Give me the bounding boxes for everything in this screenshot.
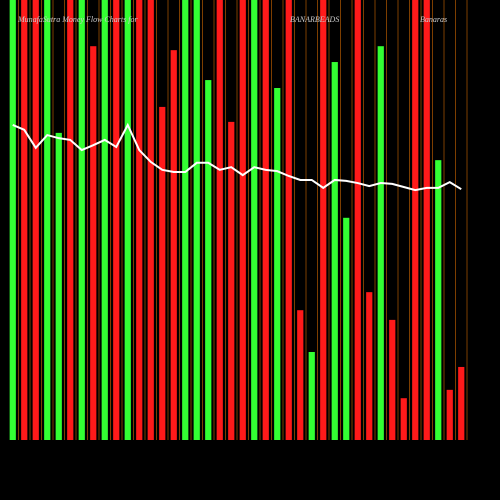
bar — [389, 319, 396, 440]
bar — [21, 0, 28, 440]
bar — [366, 292, 373, 440]
bar — [55, 132, 62, 440]
bars — [9, 0, 468, 441]
bar — [90, 46, 97, 440]
bar — [228, 121, 235, 440]
bar — [354, 0, 361, 440]
bar — [297, 310, 304, 440]
bar — [205, 80, 212, 440]
bar — [136, 0, 143, 440]
bar — [331, 62, 338, 440]
bar — [216, 0, 223, 440]
bar — [32, 0, 39, 440]
bar — [343, 217, 350, 440]
bar — [124, 0, 131, 440]
bar — [78, 0, 85, 440]
bar — [285, 0, 292, 440]
bar — [193, 0, 200, 440]
company: Banaras — [420, 15, 447, 24]
bar — [423, 0, 430, 440]
bar — [251, 0, 258, 440]
bar — [9, 0, 16, 440]
symbol: BANARBEADS — [290, 15, 339, 24]
chart-title: MunafaSutra Money Flow Charts for — [17, 15, 138, 24]
bar — [113, 0, 120, 440]
bar — [44, 0, 51, 440]
bar — [446, 389, 453, 440]
bar — [147, 0, 154, 440]
bar — [239, 0, 246, 440]
bar — [400, 398, 407, 440]
bar — [412, 0, 419, 440]
bar — [320, 0, 327, 440]
money-flow-line — [12, 122, 462, 192]
bar — [159, 106, 166, 441]
bar — [182, 0, 189, 440]
bar — [101, 0, 108, 440]
bar — [262, 0, 269, 440]
bar — [435, 160, 442, 440]
bar — [274, 88, 281, 440]
bar — [458, 366, 465, 440]
bar — [67, 0, 74, 440]
bar — [170, 50, 177, 440]
bar — [308, 352, 315, 440]
bar — [377, 46, 384, 440]
